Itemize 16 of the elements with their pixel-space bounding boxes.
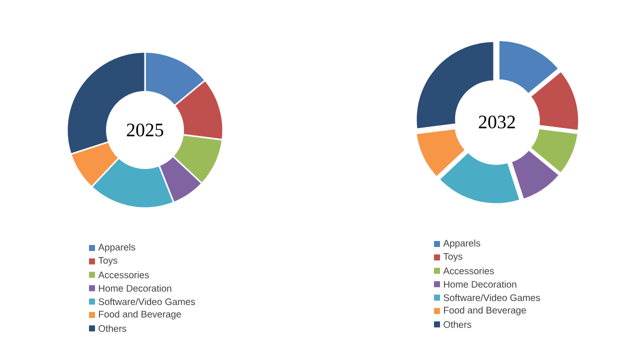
- text: 2025: [126, 124, 164, 136]
- legend-label: Toys: [98, 257, 118, 266]
- legend-label: Home Decoration: [98, 284, 172, 292]
- text: 2032: [478, 116, 515, 128]
- legend-label: Software/Video Games: [444, 294, 540, 302]
- legend-label: Food and Beverage: [444, 306, 526, 316]
- legend-label: Accessories: [443, 267, 494, 274]
- legend-label: Accessories: [98, 271, 149, 278]
- legend-label: Software/Video Games: [98, 298, 195, 306]
- legend-label: Toys: [443, 253, 462, 262]
- legend-label: Others: [444, 320, 472, 328]
- legend-label: Others: [98, 324, 126, 332]
- legend-label: Apparels: [98, 244, 136, 252]
- legend-label: Apparels: [443, 240, 480, 248]
- legend-label: Food and Beverage: [98, 310, 181, 320]
- legend-label: Home Decoration: [444, 280, 516, 288]
